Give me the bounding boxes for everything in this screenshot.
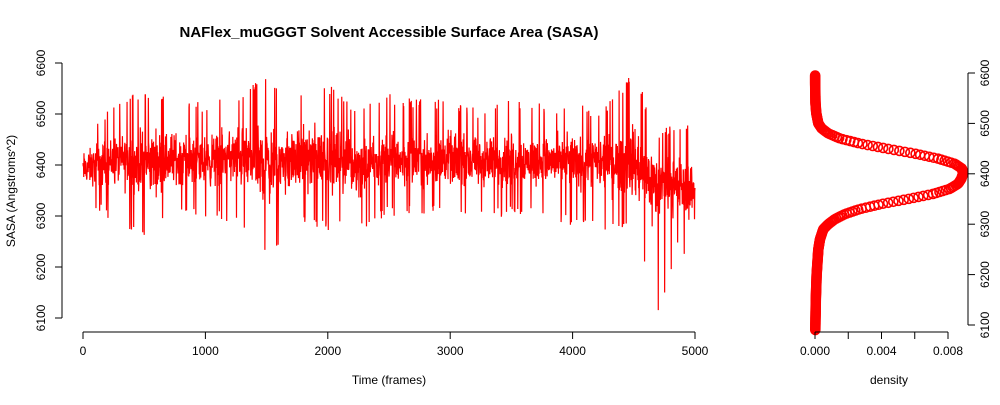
density-point bbox=[809, 70, 821, 81]
x-tick-label: 3000 bbox=[437, 344, 464, 358]
y-tick-label: 6300 bbox=[34, 202, 48, 229]
y-tick-label: 6200 bbox=[34, 253, 48, 280]
density-y-tick-label: 6200 bbox=[978, 261, 992, 288]
density-x-tick-label: 0.004 bbox=[866, 344, 896, 358]
density-point bbox=[914, 149, 926, 161]
density-x-tick-label: 0.000 bbox=[800, 344, 830, 358]
x-ticks: 0 1000 2000 3000 4000 5000 bbox=[80, 332, 709, 358]
density-y-ticks: 6100 6200 6300 6400 6500 6600 bbox=[968, 59, 992, 338]
density-point bbox=[862, 139, 873, 151]
density-x-tick-label: 0.008 bbox=[933, 344, 963, 358]
density-point bbox=[899, 146, 911, 158]
density-point bbox=[903, 193, 915, 205]
x-axis-label: Time (frames) bbox=[352, 373, 426, 387]
density-y-tick-label: 6500 bbox=[978, 110, 992, 137]
density-points-group bbox=[809, 70, 969, 336]
density-x-axis-label: density bbox=[870, 373, 908, 387]
sasa-series-line bbox=[82, 78, 696, 311]
density-point bbox=[913, 191, 924, 203]
density-x-ticks: 0.000 0.004 0.008 bbox=[800, 332, 963, 358]
density-plot: 0.000 0.004 0.008 6100 6200 6300 6400 6500 6600… bbox=[800, 59, 992, 387]
density-point bbox=[882, 197, 894, 209]
y-tick-label: 6400 bbox=[34, 151, 48, 178]
density-point bbox=[893, 195, 904, 207]
density-y-tick-label: 6600 bbox=[978, 59, 992, 86]
density-point bbox=[867, 140, 879, 152]
density-point bbox=[872, 141, 884, 153]
density-point bbox=[877, 142, 889, 154]
density-point bbox=[908, 192, 919, 204]
x-tick-label: 5000 bbox=[682, 344, 709, 358]
x-tick-label: 0 bbox=[80, 344, 87, 358]
density-point bbox=[877, 198, 889, 210]
x-tick-label: 1000 bbox=[192, 344, 219, 358]
density-y-tick-label: 6300 bbox=[978, 211, 992, 238]
chart-title: NAFlex_muGGGT Solvent Accessible Surface… bbox=[179, 24, 598, 41]
density-point bbox=[905, 147, 916, 159]
density-point bbox=[883, 143, 894, 155]
density-y-tick-label: 6400 bbox=[978, 160, 992, 187]
density-point bbox=[888, 144, 900, 156]
y-axis-label: SASA (Angstroms^2) bbox=[4, 135, 18, 247]
sasa-trace-group bbox=[82, 78, 696, 311]
density-point bbox=[873, 199, 884, 211]
y-ticks: 6100 6200 6300 6400 6500 6600 bbox=[34, 49, 62, 331]
x-tick-label: 2000 bbox=[314, 344, 341, 358]
density-point bbox=[898, 194, 909, 206]
x-tick-label: 4000 bbox=[559, 344, 586, 358]
density-point bbox=[888, 196, 899, 208]
density-point bbox=[894, 145, 905, 157]
y-tick-label: 6600 bbox=[34, 49, 48, 76]
sasa-timeseries-plot: 0 1000 2000 3000 4000 5000 6100 6200 6300 6400 65… bbox=[4, 49, 709, 387]
y-tick-label: 6100 bbox=[34, 304, 48, 331]
y-tick-label: 6500 bbox=[34, 100, 48, 127]
density-point bbox=[918, 190, 929, 202]
density-point bbox=[910, 148, 921, 160]
density-y-tick-label: 6100 bbox=[978, 311, 992, 338]
